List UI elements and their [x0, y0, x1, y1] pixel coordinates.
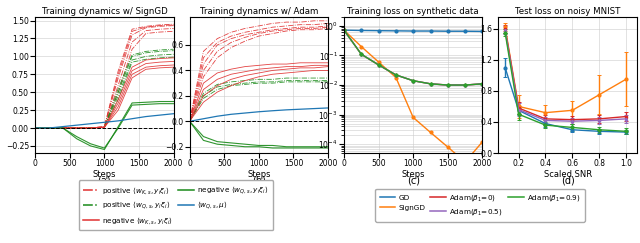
Text: (b): (b) — [252, 175, 266, 185]
Title: Test loss on noisy MNIST: Test loss on noisy MNIST — [515, 7, 620, 16]
X-axis label: Steps: Steps — [93, 170, 116, 179]
Text: (a): (a) — [97, 175, 111, 185]
Title: Training dynamics w/ SignGD: Training dynamics w/ SignGD — [42, 7, 167, 16]
X-axis label: Steps: Steps — [401, 170, 425, 179]
X-axis label: Scaled SNR: Scaled SNR — [543, 170, 591, 179]
X-axis label: Steps: Steps — [247, 170, 271, 179]
Legend: positive $\langle w_{K,s}, y_i\xi_i\rangle$, positive $\langle w_{Q,s}, y_i\xi_i: positive $\langle w_{K,s}, y_i\xi_i\rang… — [79, 180, 273, 231]
Text: (d): (d) — [561, 175, 575, 185]
Title: Training dynamics w/ Adam: Training dynamics w/ Adam — [200, 7, 318, 16]
Title: Training loss on synthetic data: Training loss on synthetic data — [348, 7, 479, 16]
Legend: GD, SignGD, Adam($\beta_1$=0), Adam($\beta_1$=0.5), Adam($\beta_1$=0.9): GD, SignGD, Adam($\beta_1$=0), Adam($\be… — [375, 189, 585, 222]
Text: (c): (c) — [406, 175, 420, 185]
